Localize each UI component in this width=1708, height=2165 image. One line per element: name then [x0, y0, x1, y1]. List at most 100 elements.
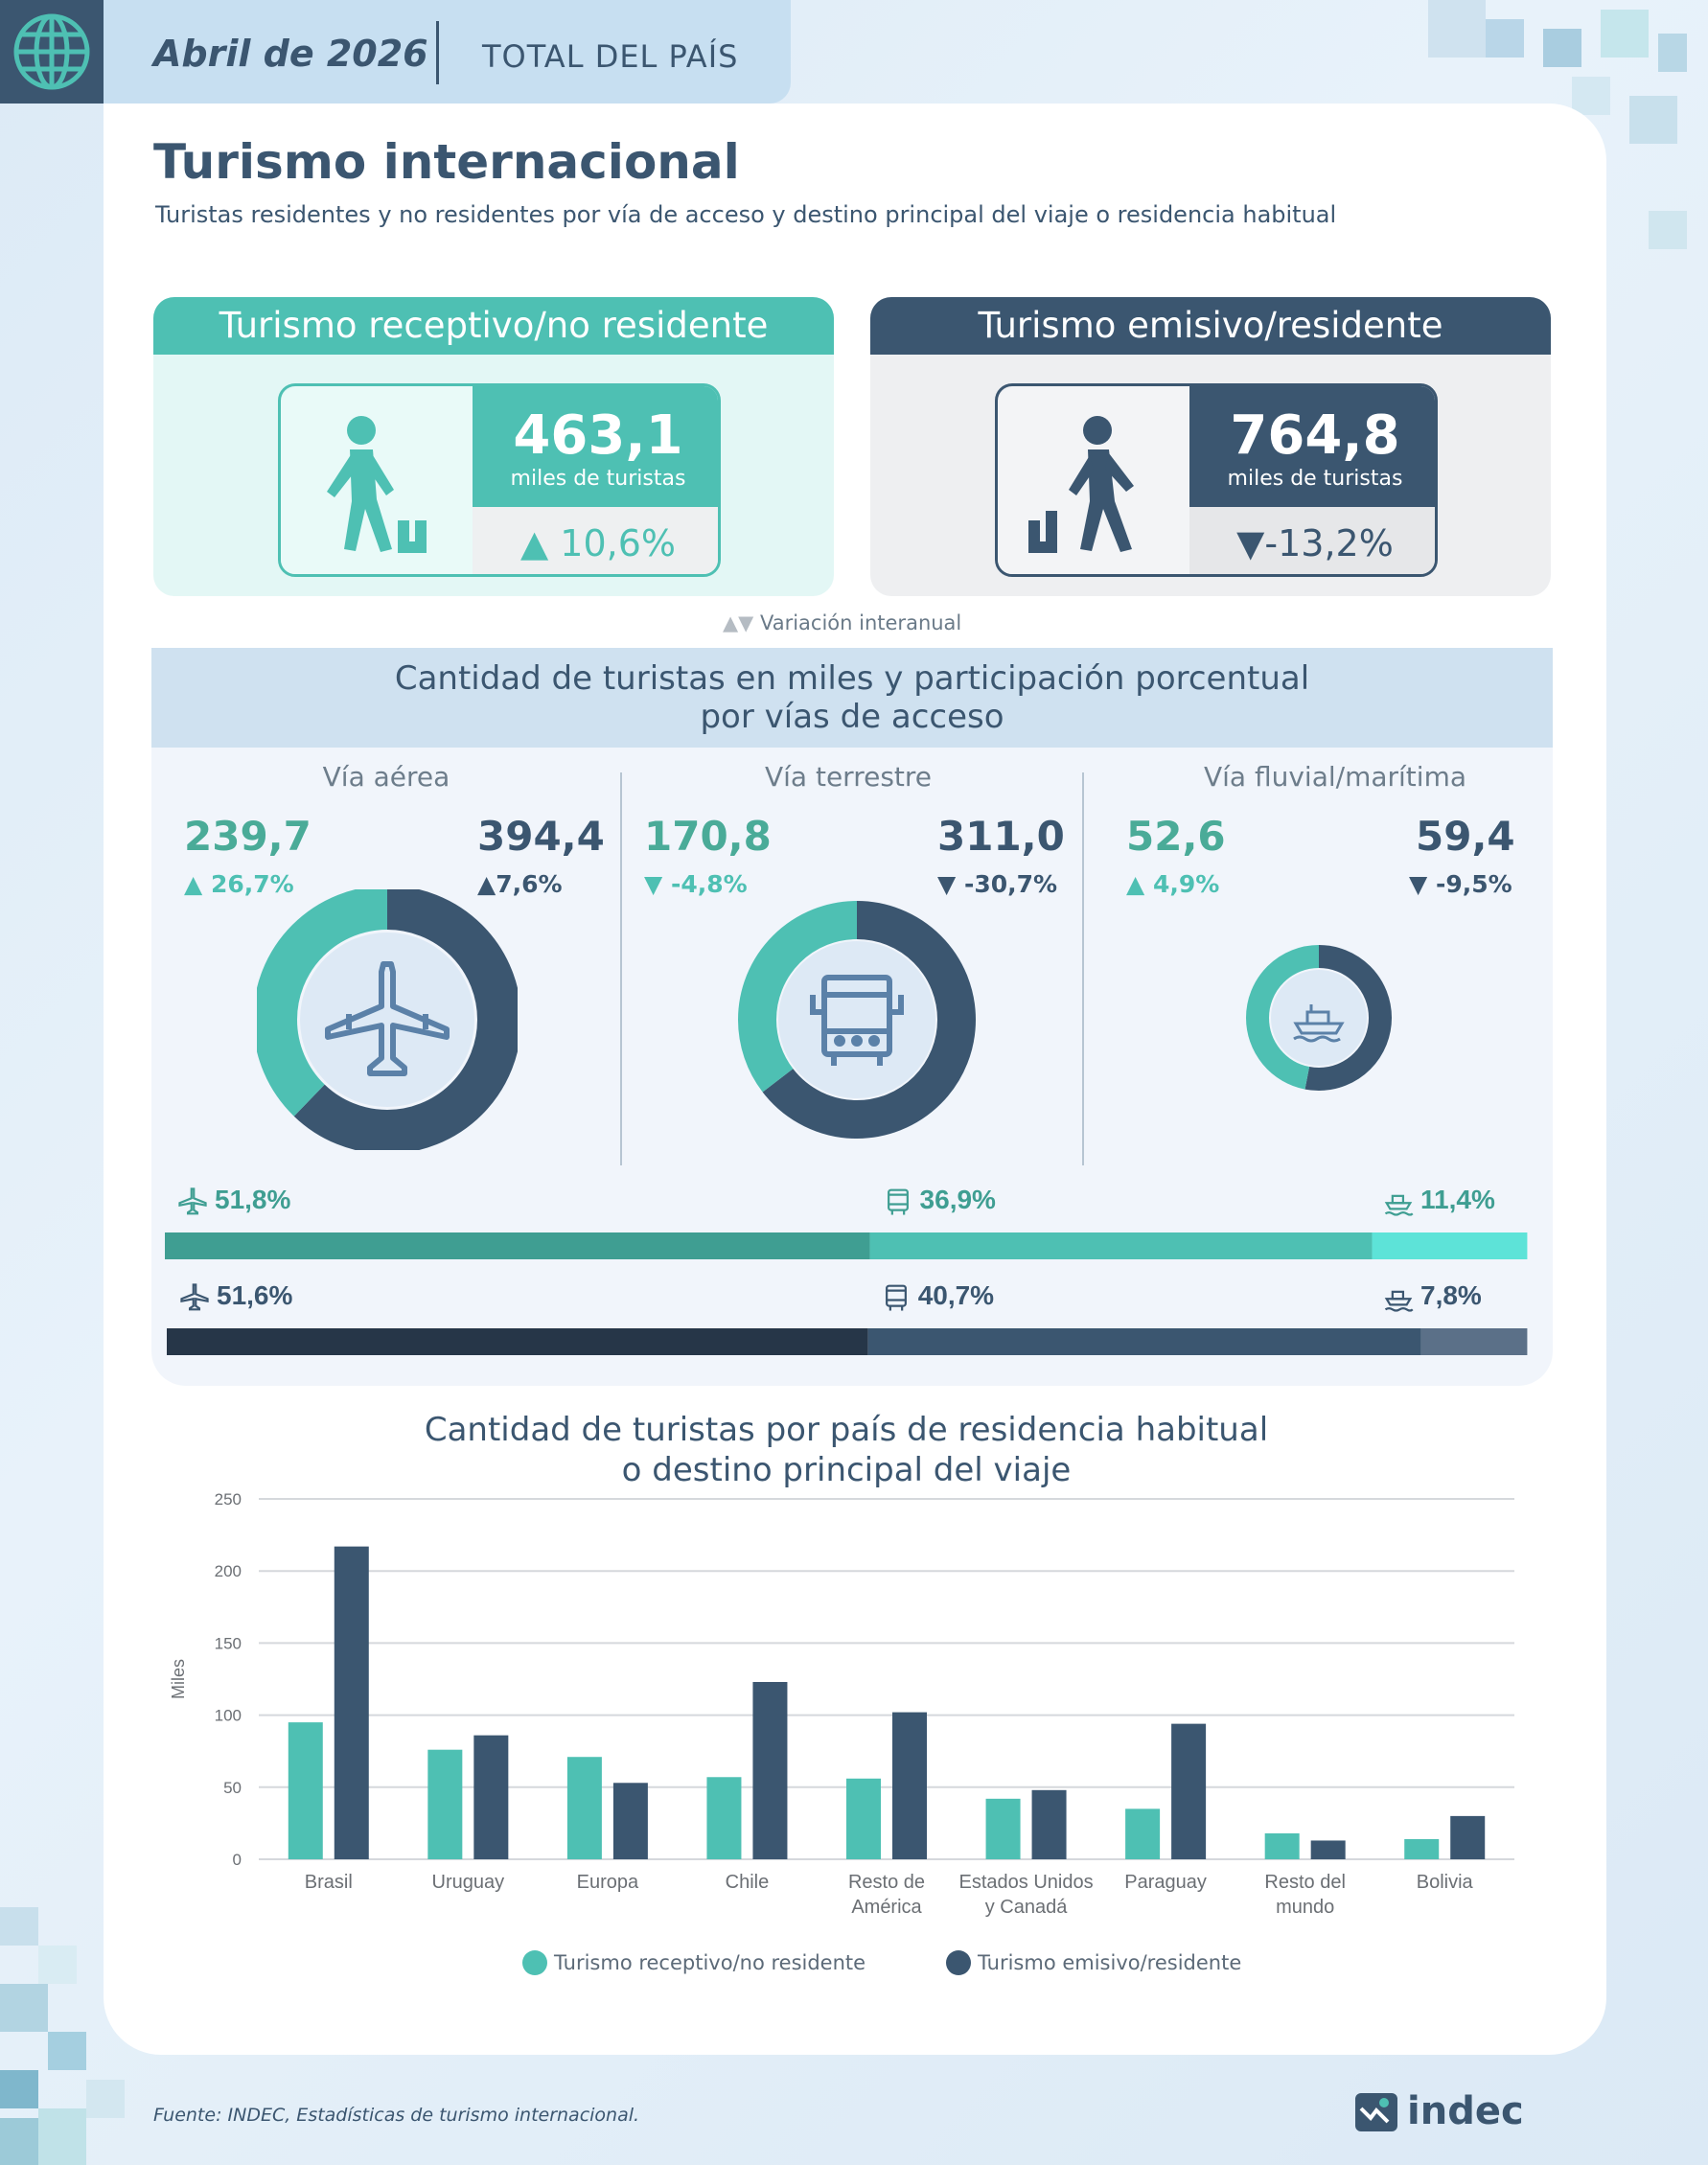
triangle-up-icon: ▲: [519, 522, 561, 564]
donut-terrestre: [738, 901, 976, 1139]
share-label: 40,7%: [880, 1280, 994, 1313]
donut-receptivo-arc: [738, 901, 976, 1139]
bar: [1404, 1838, 1440, 1859]
bus-icon: [885, 1284, 907, 1311]
x-tick-label: Paraguay: [1124, 1872, 1207, 1893]
header-divider: [436, 21, 439, 84]
receptivo-unit: miles de turistas: [510, 467, 686, 491]
ship-icon: [1384, 1194, 1414, 1216]
y-tick-label: 250: [215, 1490, 242, 1509]
kpi-emisivo-heading: Turismo emisivo/residente: [870, 297, 1551, 355]
chart-title-line1: Cantidad de turistas por país de residen…: [424, 1411, 1269, 1449]
col-terrestre-emisivo: 311,0: [937, 813, 1065, 860]
column-divider: [1082, 772, 1084, 1165]
legend-marker: [522, 1950, 547, 1975]
col-aerea-title: Vía aérea: [322, 761, 450, 793]
col-fluvial-emisivo-var: -9,5%: [1435, 870, 1512, 898]
kpi-receptivo: Turismo receptivo/no residente 463,1 mil…: [153, 297, 834, 596]
y-tick-label: 0: [233, 1851, 242, 1869]
triangle-down-icon: ▼: [1236, 522, 1265, 564]
bar: [288, 1722, 323, 1859]
bar: [752, 1682, 788, 1859]
y-axis-label: Miles: [169, 1659, 188, 1699]
emisivo-variation: -13,2%: [1264, 522, 1394, 564]
variation-note: ▲▼ Variación interanual: [723, 611, 962, 634]
legend-label: Turismo emisivo/residente: [977, 1951, 1241, 1974]
bar: [892, 1712, 927, 1859]
x-tick-label: Europa: [577, 1872, 639, 1893]
departing-traveler-icon: [998, 386, 1189, 574]
x-tick-label: Estados Unidos: [959, 1872, 1094, 1893]
share-segment: [867, 1328, 1421, 1355]
kpi-receptivo-heading: Turismo receptivo/no residente: [153, 297, 834, 355]
airplane-icon: [325, 961, 450, 1076]
col-terrestre-title: Vía terrestre: [764, 761, 933, 793]
donut-aerea: [257, 889, 518, 1150]
x-tick-label: Brasil: [305, 1872, 353, 1893]
bar: [334, 1546, 369, 1859]
kpi-emisivo: Turismo emisivo/residente 764,8 miles de…: [870, 297, 1551, 596]
legend-marker: [946, 1950, 971, 1975]
share-label: 36,9%: [882, 1185, 996, 1217]
share-segment: [1420, 1328, 1528, 1355]
col-terrestre-receptivo: 170,8: [644, 813, 772, 860]
donut-fluvial: [1246, 945, 1392, 1091]
indec-logo-text: indec: [1407, 2089, 1524, 2133]
y-tick-label: 200: [215, 1562, 242, 1580]
access-title-line2: por vías de acceso: [700, 698, 1004, 736]
report-date: Abril de 2026: [153, 33, 428, 75]
column-divider: [620, 772, 622, 1165]
bar: [706, 1777, 742, 1859]
col-aerea-receptivo-var: 26,7%: [210, 870, 294, 898]
bus-icon: [887, 1188, 909, 1215]
airplane-icon: [180, 1282, 209, 1311]
share-segment: [167, 1328, 868, 1355]
donut-receptivo-arc: [257, 889, 518, 1150]
x-tick-label: Resto del: [1264, 1872, 1346, 1893]
triangle-down-icon: ▼: [644, 870, 671, 898]
bar: [985, 1798, 1021, 1859]
report-region: TOTAL DEL PAÍS: [482, 38, 739, 75]
bar: [1031, 1789, 1067, 1859]
triangle-up-icon: ▲: [477, 870, 496, 898]
bar: [612, 1783, 648, 1859]
x-tick-label: mundo: [1276, 1897, 1334, 1918]
bar: [566, 1757, 602, 1859]
airplane-icon: [178, 1186, 207, 1215]
share-label: 51,8%: [176, 1185, 290, 1217]
variation-triangles-icon: ▲▼: [723, 611, 760, 634]
y-tick-label: 50: [223, 1779, 242, 1797]
col-fluvial-emisivo: 59,4: [1416, 813, 1515, 860]
bar: [1125, 1808, 1161, 1859]
share-bar-receptivo: [165, 1232, 1528, 1259]
x-tick-label: América: [851, 1897, 922, 1918]
y-tick-label: 100: [215, 1707, 242, 1725]
ship-icon: [1384, 1290, 1414, 1312]
page-title: Turismo internacional: [153, 134, 740, 190]
access-section-header: [151, 648, 1553, 748]
ship-icon: [1293, 1004, 1345, 1043]
share-bar-emisivo: [167, 1328, 1528, 1355]
share-segment: [1372, 1232, 1528, 1259]
share-label: 51,6%: [178, 1280, 292, 1313]
emisivo-unit: miles de turistas: [1227, 467, 1403, 491]
col-aerea-emisivo-var: 7,6%: [496, 870, 563, 898]
col-terrestre-receptivo-var: -4,8%: [670, 870, 748, 898]
triangle-down-icon: ▼: [1409, 870, 1436, 898]
col-fluvial-receptivo: 52,6: [1126, 813, 1226, 860]
bar: [1310, 1840, 1346, 1859]
indec-logo-icon: [1355, 2093, 1397, 2131]
share-segment: [869, 1232, 1373, 1259]
receptivo-value: 463,1: [513, 404, 683, 467]
share-segment: [165, 1232, 870, 1259]
triangle-up-icon: ▲: [184, 870, 211, 898]
triangle-down-icon: ▼: [937, 870, 964, 898]
x-tick-label: Uruguay: [432, 1872, 505, 1893]
bar: [846, 1778, 881, 1859]
col-terrestre-emisivo-var: -30,7%: [963, 870, 1058, 898]
emisivo-value: 764,8: [1230, 404, 1400, 467]
col-aerea-receptivo: 239,7: [184, 813, 312, 860]
x-tick-label: Resto de: [848, 1872, 925, 1893]
bar: [1264, 1832, 1300, 1859]
triangle-up-icon: ▲: [1126, 870, 1153, 898]
